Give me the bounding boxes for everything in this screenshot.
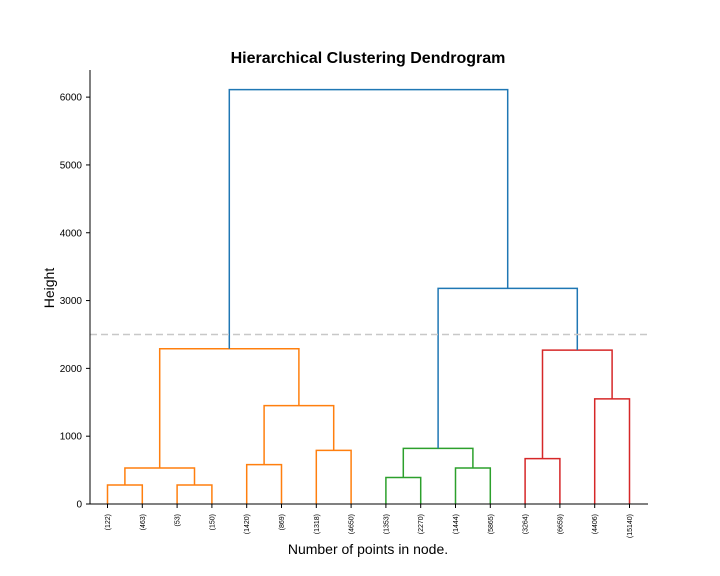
x-axis-label: Number of points in node. bbox=[288, 541, 448, 557]
leaf-label-14: (4406) bbox=[592, 514, 599, 534]
merge-link-7 bbox=[385, 476, 422, 504]
leaf-label-10: (1444) bbox=[453, 514, 460, 534]
leaf-label-6: (1318) bbox=[314, 514, 321, 534]
merge-link-5 bbox=[263, 404, 335, 465]
leaf-label-8: (1353) bbox=[383, 514, 390, 534]
leaf-label-7: (4650) bbox=[349, 514, 356, 534]
dendrogram-links bbox=[106, 88, 631, 504]
merge-link-4 bbox=[315, 449, 352, 504]
merge-link-14 bbox=[228, 88, 509, 349]
merge-link-13 bbox=[437, 287, 579, 449]
y-tick-label-5: 5000 bbox=[60, 160, 83, 171]
leaf-labels: (122) (463) (53) (150) (1420) (869) (1318) (465… bbox=[105, 504, 634, 538]
leaf-label-15: (15140) bbox=[627, 514, 634, 538]
leaf-label-3: (150) bbox=[209, 514, 216, 530]
y-axis-label: Height bbox=[41, 268, 57, 309]
leaf-label-13: (6659) bbox=[557, 514, 564, 534]
y-tick-label-4: 4000 bbox=[60, 228, 83, 239]
merge-link-9 bbox=[402, 447, 474, 478]
merge-link-12 bbox=[541, 349, 613, 459]
leaf-label-4: (1420) bbox=[244, 514, 251, 534]
leaf-label-9: (2270) bbox=[418, 514, 425, 534]
leaf-label-11: (5865) bbox=[488, 514, 495, 534]
y-tick-label-3: 3000 bbox=[60, 296, 83, 307]
merge-link-11 bbox=[593, 398, 631, 504]
leaf-label-2: (53) bbox=[175, 514, 182, 526]
axes bbox=[89, 70, 648, 505]
merge-link-10 bbox=[524, 457, 561, 504]
leaf-label-0: (122) bbox=[105, 514, 112, 530]
y-tick-label-1: 1000 bbox=[60, 432, 83, 443]
y-tick-label-0: 0 bbox=[76, 500, 82, 511]
y-tick-label-2: 2000 bbox=[60, 364, 83, 375]
merge-link-0 bbox=[106, 484, 144, 504]
leaf-label-5: (869) bbox=[279, 514, 286, 530]
leaf-label-1: (463) bbox=[140, 514, 147, 530]
merge-link-1 bbox=[176, 484, 213, 504]
leaf-label-12: (3264) bbox=[523, 514, 530, 534]
chart-title: Hierarchical Clustering Dendrogram bbox=[231, 50, 506, 67]
merge-link-3 bbox=[245, 463, 283, 504]
merge-link-2 bbox=[124, 467, 196, 486]
y-tick-label-6: 6000 bbox=[60, 93, 83, 104]
merge-link-8 bbox=[454, 467, 492, 504]
merge-link-6 bbox=[158, 347, 300, 469]
y-ticks: 0 1000 2000 3000 4000 5000 6000 bbox=[60, 93, 90, 511]
